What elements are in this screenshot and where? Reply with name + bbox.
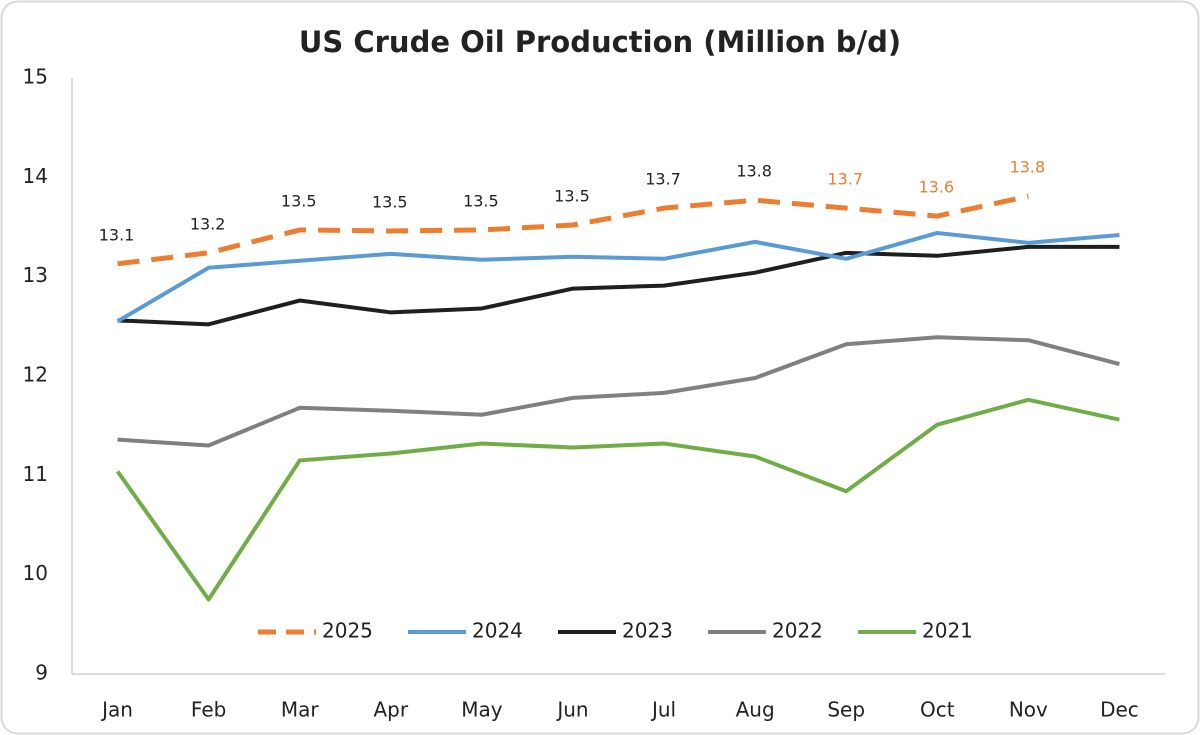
legend-label: 2023 [622,619,673,643]
series-line [115,397,1120,602]
series-line [117,244,1120,327]
x-tick-label: Nov [1009,698,1048,722]
x-tick-label: Jul [650,698,676,722]
legend-label: 2025 [322,619,373,643]
x-tick-label: Aug [736,698,775,722]
chart-title: US Crude Oil Production (Million b/d) [299,25,901,59]
legend-label: 2022 [772,619,823,643]
y-tick-label: 11 [23,462,48,486]
x-tick-label: Jan [100,698,133,722]
series-line [116,230,1120,324]
x-tick-label: Oct [920,698,955,722]
data-label: 13.2 [190,214,226,233]
x-tick-label: Feb [191,698,226,722]
data-label: 13.7 [827,170,863,189]
data-label: 13.1 [99,225,135,244]
y-tick-label: 14 [23,164,48,188]
x-tick-label: May [461,698,503,722]
y-tick-label: 10 [23,561,48,585]
series-line [117,193,1029,267]
y-tick-label: 15 [23,65,48,89]
data-label: 13.5 [372,192,408,211]
legend-label: 2021 [922,619,973,643]
x-tick-label: Jun [555,698,588,722]
y-tick-label: 9 [35,661,48,685]
x-tick-label: Sep [827,698,865,722]
y-tick-label: 13 [23,263,48,287]
data-label: 13.7 [645,170,681,189]
series-line [117,335,1120,448]
x-tick-label: Apr [373,698,408,722]
legend-label: 2024 [472,619,523,643]
data-label: 13.5 [281,191,317,210]
data-label: 13.5 [463,191,499,210]
data-label: 13.8 [1010,158,1046,177]
data-label: 13.6 [918,178,954,197]
y-tick-label: 12 [23,363,48,387]
data-label: 13.5 [554,187,590,206]
x-tick-label: Dec [1100,698,1139,722]
x-tick-label: Mar [281,698,320,722]
data-label: 13.8 [736,162,772,181]
